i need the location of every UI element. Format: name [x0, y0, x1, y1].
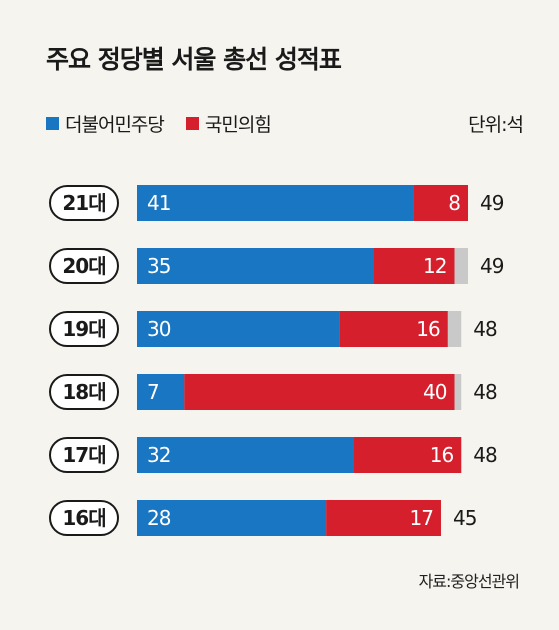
bar-value-party-a: 32 — [147, 443, 170, 467]
row-pill — [49, 437, 119, 473]
bar-value-party-b: 16 — [430, 443, 454, 467]
bar-value-party-b: 40 — [423, 380, 447, 404]
bar-party-b — [413, 185, 468, 221]
bar-value-party-a: 30 — [147, 317, 171, 341]
row-category-label: 18대 — [62, 380, 105, 404]
bar-party-a — [137, 374, 185, 410]
row-category-label: 17대 — [62, 443, 105, 467]
row-pill — [49, 185, 119, 221]
chart-title: 주요 정당별 서울 총선 성적표 — [46, 45, 342, 74]
bar-value-party-b: 8 — [448, 191, 460, 215]
row-pill — [49, 374, 119, 410]
bar-party-b — [184, 374, 455, 410]
bar-value-party-a: 7 — [147, 380, 159, 404]
bar-value-party-a: 41 — [147, 191, 170, 215]
unit-label: 단위:석 — [468, 114, 524, 136]
row-pill — [49, 311, 119, 347]
bar-total-label: 45 — [453, 506, 476, 530]
bar-value-party-b: 12 — [423, 254, 446, 278]
legend-label-party-a: 더불어민주당 — [65, 114, 165, 136]
bar-total-label: 48 — [473, 317, 497, 341]
row-category-label: 19대 — [62, 317, 105, 341]
bar-party-a — [137, 311, 340, 347]
row-category-label: 20대 — [62, 254, 105, 278]
bar-party-b — [353, 437, 462, 473]
legend: 더불어민주당 국민의힘 — [46, 110, 293, 137]
bar-party-b — [339, 311, 448, 347]
legend-swatch-party-a — [46, 117, 59, 130]
legend-label-party-b: 국민의힘 — [204, 114, 272, 136]
bar-party-a — [137, 500, 327, 536]
bar-value-party-a: 35 — [147, 254, 170, 278]
row-category-label: 21대 — [62, 191, 105, 215]
row-category-label: 16대 — [62, 506, 105, 530]
bar-value-party-a: 28 — [147, 506, 171, 530]
bar-total-label: 49 — [480, 191, 504, 215]
bar-party-a — [137, 185, 414, 221]
bar-party-a — [137, 437, 354, 473]
bar-party-b — [326, 500, 441, 536]
bar-value-party-b: 17 — [410, 506, 434, 530]
legend-swatch-party-b — [185, 117, 199, 130]
legend-item-party-b: 국민의힘 — [185, 110, 272, 137]
bar-party-b — [373, 248, 455, 284]
row-pill — [49, 500, 119, 536]
bar-total-label: 49 — [480, 254, 504, 278]
bar-total-label: 48 — [473, 380, 497, 404]
row-pill — [49, 248, 119, 284]
bar-party-a — [137, 248, 374, 284]
source-label: 자료:중앙선관위 — [418, 572, 520, 591]
bar-total-label: 48 — [473, 443, 497, 467]
legend-item-party-a: 더불어민주당 — [46, 110, 165, 137]
bar-value-party-b: 16 — [416, 317, 440, 341]
